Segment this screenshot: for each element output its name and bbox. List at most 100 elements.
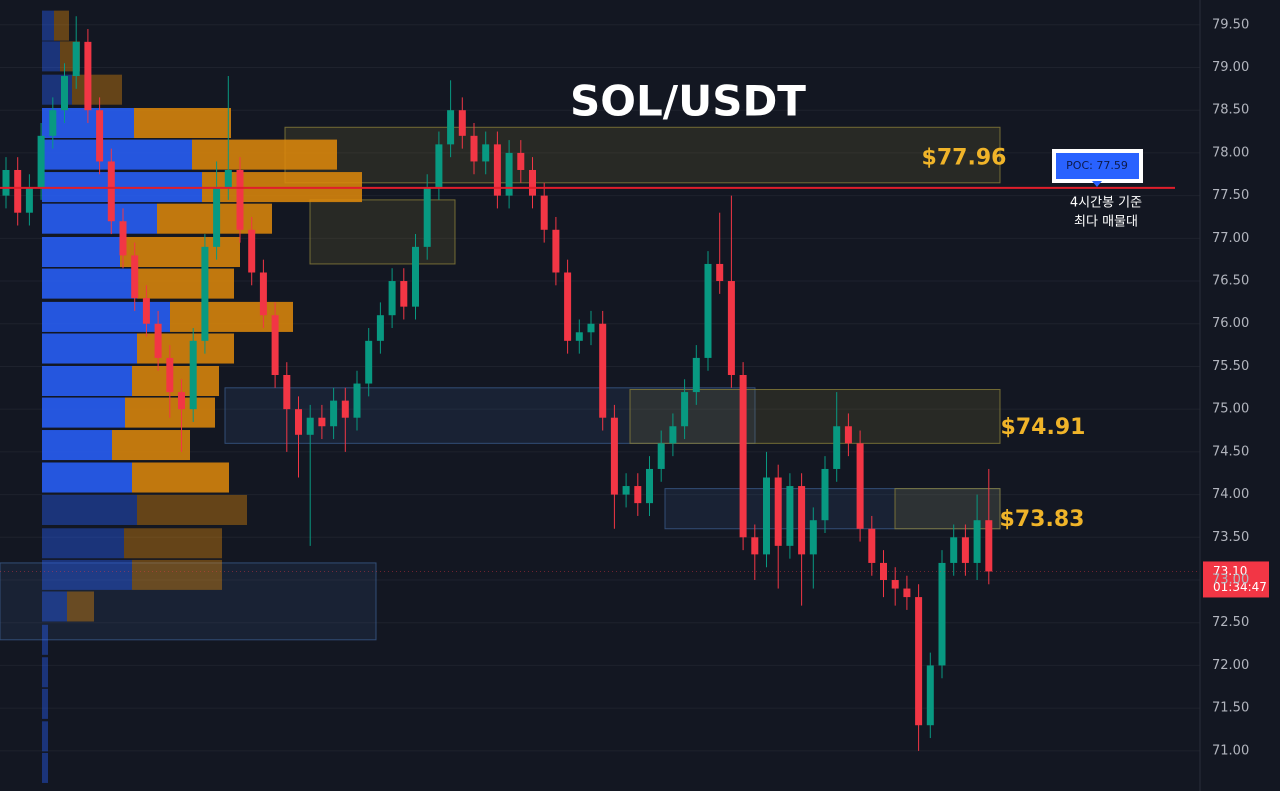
profile-buy (42, 688, 48, 719)
poc-label: POC: 77.59 (1066, 159, 1128, 172)
profile-sell (124, 528, 222, 559)
candle-body (107, 161, 115, 222)
profile-buy (42, 333, 137, 364)
candle-body (751, 537, 759, 555)
candle-body (2, 169, 10, 196)
candle-body (154, 323, 162, 358)
profile-buy (42, 528, 124, 559)
profile-sell (132, 365, 219, 396)
candle-body (353, 383, 361, 418)
candle-body (973, 520, 981, 563)
y-tick-label: 77.00 (1212, 231, 1249, 246)
y-tick-label: 71.00 (1212, 743, 1249, 758)
candle-body (435, 144, 443, 188)
y-tick-label: 77.50 (1212, 188, 1249, 203)
profile-buy (42, 430, 112, 461)
candle-body (131, 255, 139, 299)
profile-sell (137, 268, 234, 299)
profile-buy (42, 236, 120, 268)
candle-body (938, 562, 946, 666)
y-tick-label: 72.00 (1212, 658, 1249, 673)
profile-buy (42, 139, 192, 170)
candle-body (844, 426, 852, 444)
y-tick-label: 79.50 (1212, 17, 1249, 32)
candle-body (529, 169, 536, 196)
candle-body (505, 152, 513, 196)
profile-sell (134, 107, 231, 139)
candle-body (14, 169, 22, 213)
candle-body (739, 374, 747, 538)
y-tick-label: 73.50 (1212, 530, 1249, 545)
profile-buy (42, 752, 48, 783)
profile-sell (132, 559, 222, 590)
candle-body (622, 486, 630, 495)
profile-sell (132, 462, 229, 493)
candle-body (763, 477, 770, 555)
profile-sell (192, 139, 337, 170)
profile-sell (137, 333, 234, 364)
profile-sell (54, 10, 69, 41)
profile-buy (42, 462, 132, 493)
candle-body (295, 409, 302, 435)
candle-body (400, 281, 408, 307)
last-price-label: 73.10 (1213, 564, 1247, 578)
profile-buy (42, 203, 157, 234)
profile-buy (42, 301, 170, 332)
profile-buy (42, 657, 48, 688)
candle-body (271, 315, 279, 375)
candle-body (330, 400, 338, 427)
zone (664, 488, 1001, 530)
candle-body (470, 135, 478, 162)
y-tick-label: 79.00 (1212, 60, 1249, 75)
candle-body (716, 263, 724, 282)
candle-body (61, 76, 68, 111)
poc-pointer (1092, 181, 1102, 187)
poc-note: 4시간봉 기준 (1070, 196, 1142, 211)
profile-buy (42, 559, 132, 590)
candle-body (809, 520, 817, 555)
profile-buy (42, 494, 137, 525)
profile-sell (67, 591, 94, 622)
profile-buy (42, 624, 48, 655)
candle-body (681, 392, 689, 427)
candle-body (119, 221, 127, 256)
candle-body (376, 315, 384, 341)
candle-body (248, 229, 256, 273)
zone-price-label: $74.91 (1001, 415, 1086, 440)
candle-body (540, 195, 548, 230)
candle-body (868, 528, 876, 563)
candle-body (37, 135, 45, 188)
candle-body (306, 417, 314, 435)
y-tick-label: 74.00 (1212, 487, 1249, 502)
profile-sell (72, 74, 122, 105)
candle-body (856, 443, 864, 529)
candle-body (891, 580, 899, 589)
y-tick-label: 75.50 (1212, 359, 1249, 374)
zone-price-label: $77.96 (922, 145, 1007, 170)
candle-body (213, 187, 221, 247)
candle-body (587, 323, 595, 333)
candle-body (189, 340, 197, 410)
countdown: 01:34:47 (1213, 580, 1267, 594)
candle-body (224, 169, 232, 188)
candle-body (880, 562, 887, 581)
candle-body (96, 110, 104, 162)
candle-body (458, 110, 466, 136)
candle-body (365, 340, 373, 384)
candle-body (985, 520, 993, 572)
profile-buy (42, 10, 54, 41)
candle-body (575, 332, 583, 341)
poc-note: 최다 매물대 (1074, 215, 1138, 230)
candle-body (318, 417, 326, 427)
candle-body (634, 486, 642, 504)
candle-body (903, 588, 911, 598)
zone (284, 126, 1001, 184)
last-price-box (1203, 561, 1269, 598)
candle-body (482, 144, 490, 162)
y-tick-label: 75.00 (1212, 402, 1249, 417)
y-tick-label: 74.50 (1212, 444, 1249, 459)
candle-body (412, 246, 419, 307)
y-tick-label: 76.00 (1212, 316, 1249, 331)
profile-buy (42, 41, 60, 72)
